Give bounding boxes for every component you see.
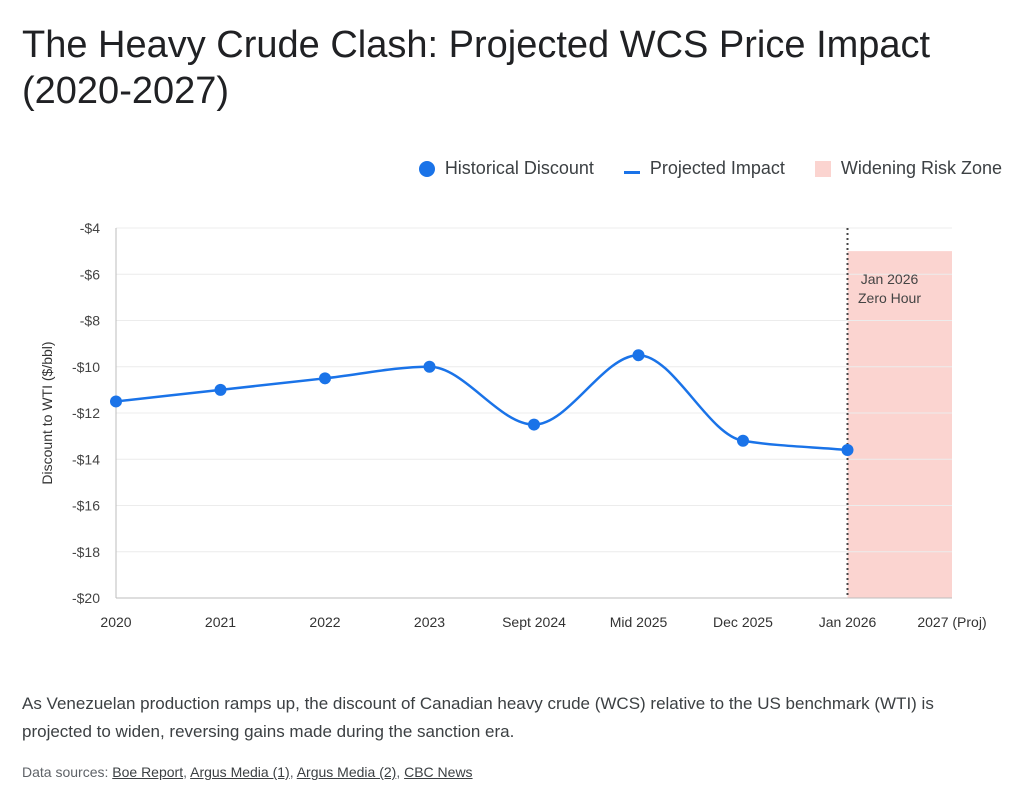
- x-tick-label: 2022: [309, 614, 340, 630]
- data-sources: Data sources: Boe Report, Argus Media (1…: [22, 764, 473, 780]
- data-point[interactable]: [319, 372, 331, 385]
- data-point[interactable]: [841, 444, 854, 456]
- y-tick-label: -$20: [72, 590, 100, 606]
- chart-legend: Historical Discount Projected Impact Wid…: [389, 158, 1002, 179]
- legend-item-historical[interactable]: Historical Discount: [418, 158, 594, 179]
- x-tick-label: 2021: [205, 614, 236, 630]
- y-tick-label: -$4: [80, 220, 100, 236]
- y-tick-label: -$8: [80, 313, 100, 329]
- risk-zone-area: [847, 251, 952, 598]
- data-point[interactable]: [423, 360, 436, 373]
- legend-label: Widening Risk Zone: [840, 158, 1002, 178]
- zero-hour-annotation: Jan 2026: [861, 271, 919, 287]
- data-point[interactable]: [214, 383, 227, 396]
- x-tick-label: 2020: [100, 614, 131, 630]
- legend-dot-icon: [418, 160, 435, 177]
- data-point[interactable]: [737, 434, 749, 447]
- legend-label: Projected Impact: [649, 158, 785, 178]
- legend-item-risk-zone[interactable]: Widening Risk Zone: [814, 158, 1002, 179]
- data-point[interactable]: [528, 418, 540, 431]
- page-title: The Heavy Crude Clash: Projected WCS Pri…: [22, 24, 931, 112]
- y-tick-label: -$12: [72, 405, 100, 421]
- legend-label: Historical Discount: [444, 158, 594, 178]
- y-tick-label: -$10: [72, 359, 100, 375]
- chart-description: As Venezuelan production ramps up, the d…: [22, 694, 934, 741]
- data-point[interactable]: [110, 395, 122, 408]
- y-tick-label: -$14: [72, 451, 100, 467]
- source-link-argus-media-1[interactable]: Argus Media (1): [190, 764, 290, 780]
- zero-hour-annotation: Zero Hour: [858, 290, 921, 306]
- data-point[interactable]: [632, 349, 645, 362]
- series-line-historical: [115, 353, 848, 452]
- legend-box-icon: [814, 160, 831, 177]
- y-tick-label: -$16: [72, 498, 100, 514]
- x-tick-label: 2027 (Proj): [917, 614, 986, 630]
- legend-line-icon: [623, 171, 640, 174]
- x-tick-label: 2023: [414, 614, 445, 630]
- source-link-cbc-news[interactable]: CBC News: [404, 764, 473, 780]
- y-axis-label: Discount to WTI ($/bbl): [39, 341, 55, 484]
- sources-label: Data sources:: [22, 764, 109, 780]
- y-tick-label: -$18: [72, 544, 100, 560]
- source-link-boe-report[interactable]: Boe Report: [112, 764, 184, 780]
- y-tick-label: -$6: [80, 266, 100, 282]
- legend-item-projected[interactable]: Projected Impact: [623, 158, 785, 179]
- x-tick-label: Dec 2025: [713, 614, 773, 630]
- x-tick-label: Mid 2025: [610, 614, 668, 630]
- x-tick-label: Jan 2026: [819, 614, 877, 630]
- source-link-argus-media-2[interactable]: Argus Media (2): [296, 764, 397, 780]
- x-tick-label: Sept 2024: [502, 614, 566, 630]
